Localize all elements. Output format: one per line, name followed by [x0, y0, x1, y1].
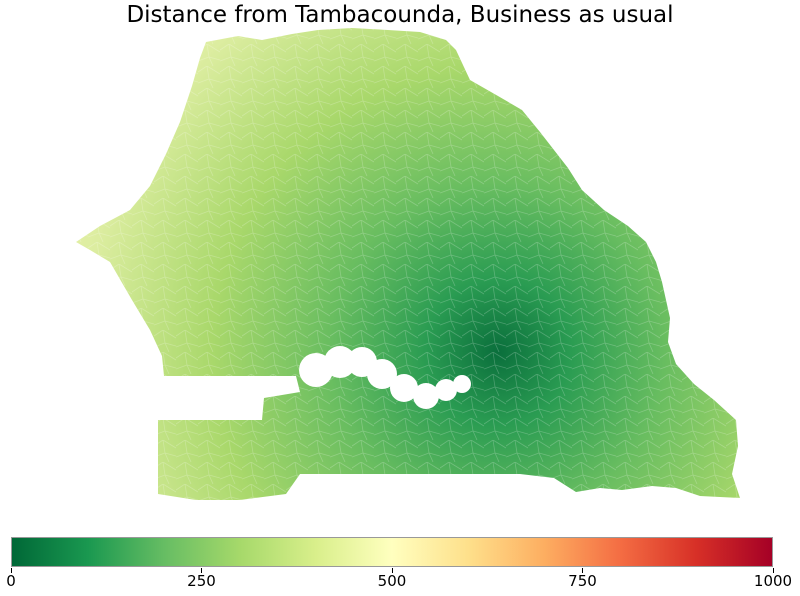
colorbar-tick-label: 0: [6, 572, 16, 590]
gambia-river-gap: [299, 346, 471, 409]
colorbar-tick-label: 250: [187, 572, 216, 590]
colorbar-tick: [391, 568, 393, 573]
map-title: Distance from Tambacounda, Business as u…: [126, 2, 674, 28]
senegal-territory: [76, 28, 740, 500]
colorbar: [11, 537, 773, 567]
colorbar-tick-label: 1000: [753, 572, 793, 590]
colorbar-tick-label: 500: [377, 572, 407, 590]
colorbar-tick: [772, 568, 774, 573]
colorbar-tick: [10, 568, 12, 573]
colorbar-tick: [201, 568, 202, 573]
colorbar-tick-label: 750: [568, 572, 597, 590]
colorbar-tick: [582, 568, 583, 573]
choropleth-map: [76, 28, 740, 500]
